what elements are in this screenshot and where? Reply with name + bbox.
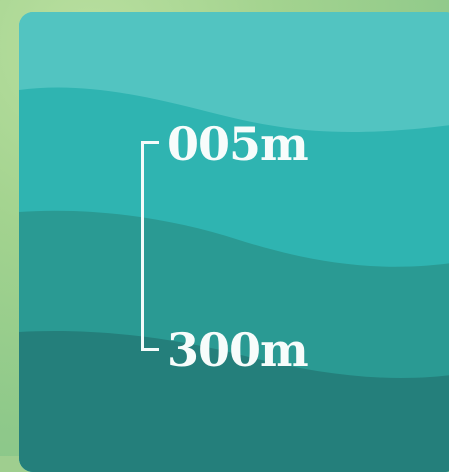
ocean-depth-card (19, 12, 449, 472)
water-layer-deep (19, 331, 449, 472)
water-layers (19, 12, 449, 472)
